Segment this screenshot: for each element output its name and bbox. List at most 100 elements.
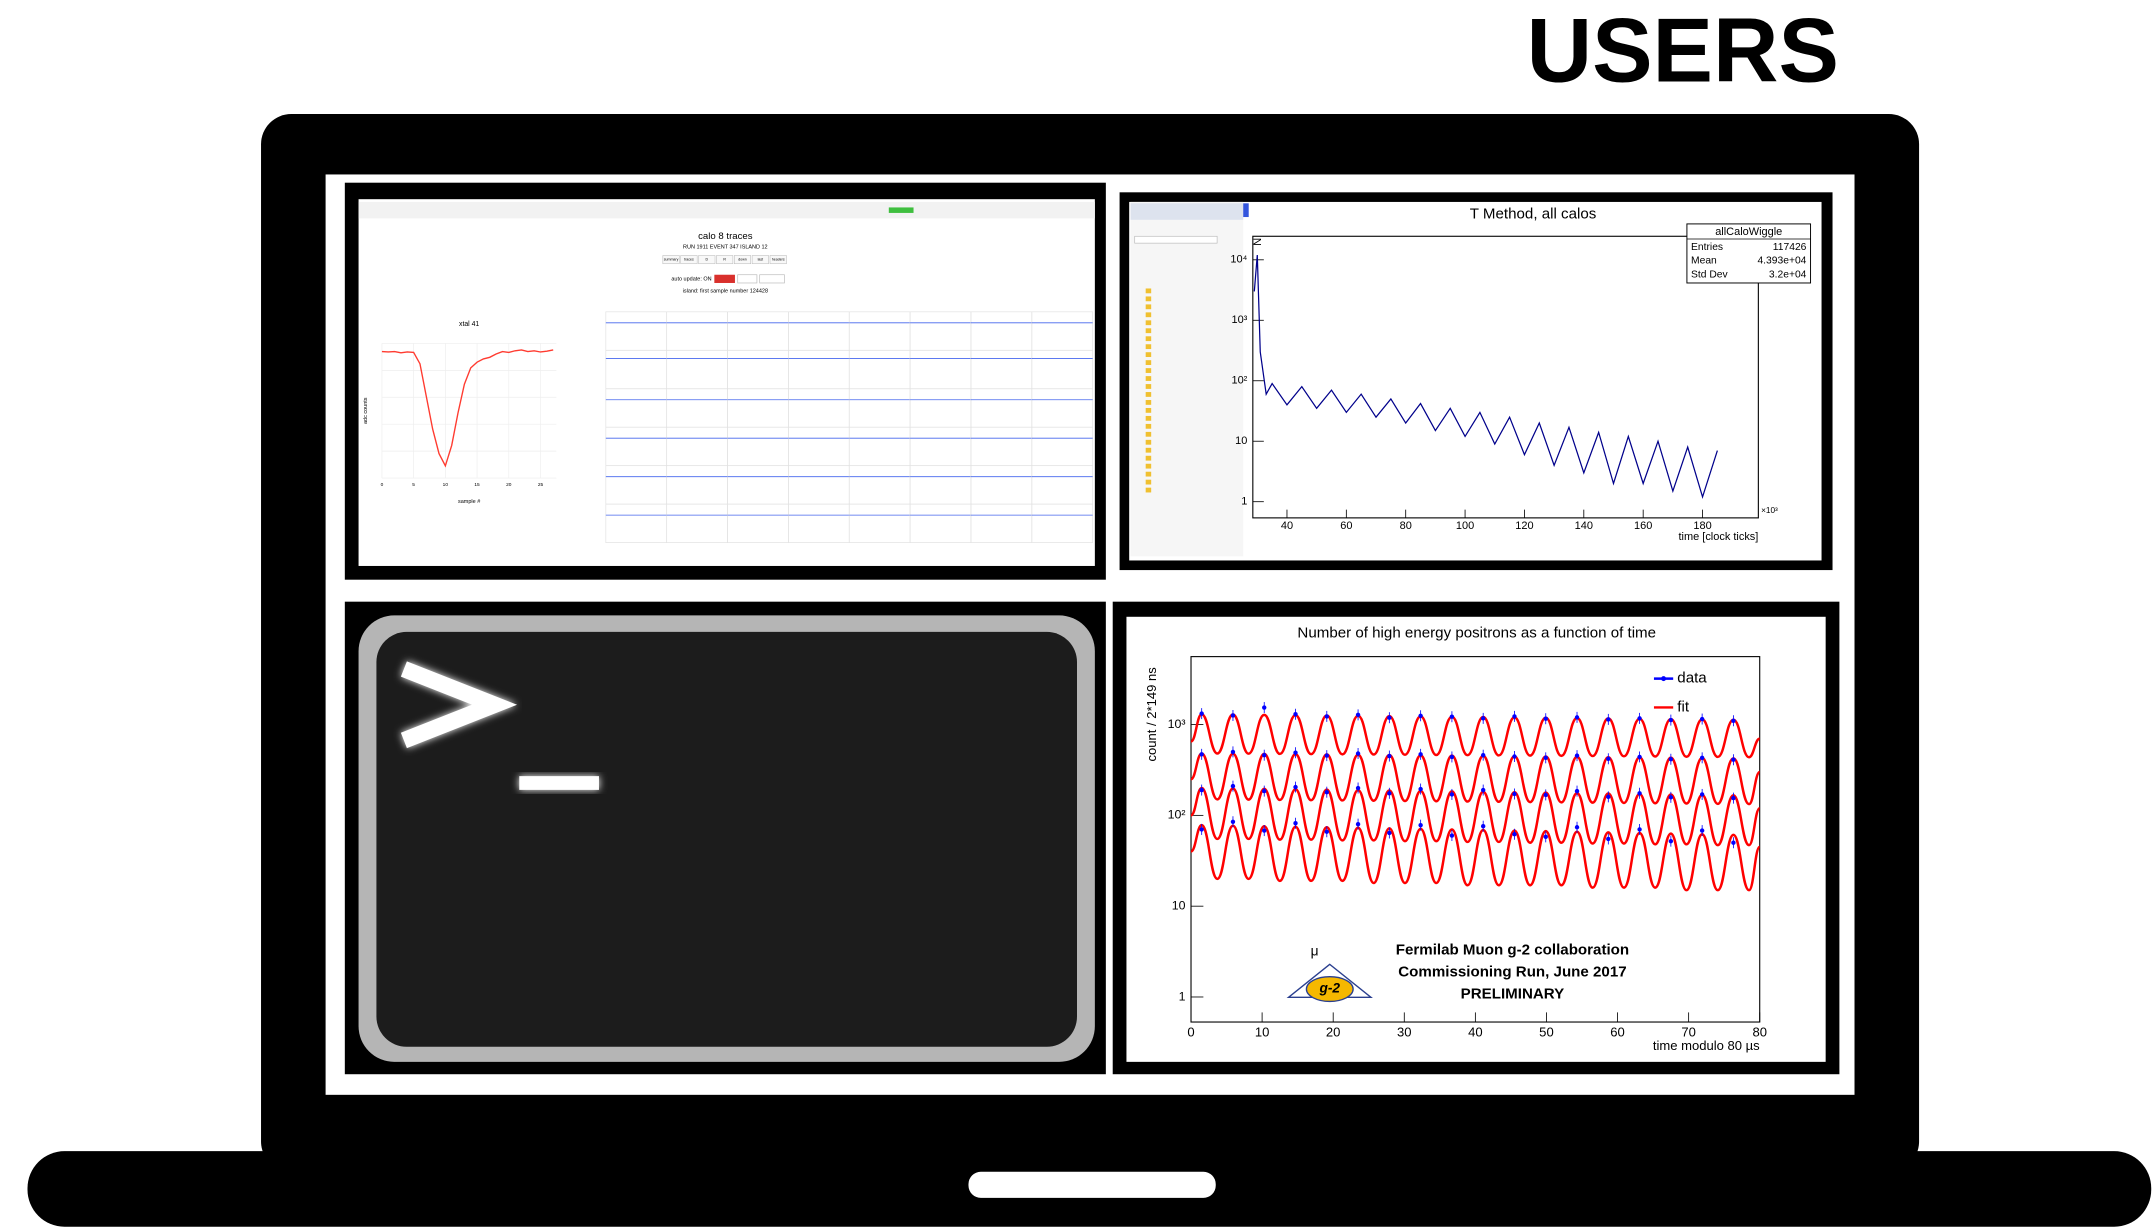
data-point — [1731, 719, 1735, 723]
x-axis-label: sample # — [458, 499, 481, 505]
x-tick-label: 120 — [1515, 520, 1533, 532]
folder-icon — [1146, 304, 1151, 309]
folder-icon — [1146, 488, 1151, 493]
folder-icon — [1146, 440, 1151, 445]
folder-icon — [1146, 456, 1151, 461]
select-box[interactable] — [760, 275, 785, 283]
data-point — [1544, 756, 1548, 760]
stats-title: allCaloWiggle — [1715, 226, 1782, 238]
x-multiplier: ×10³ — [1761, 506, 1778, 515]
data-point — [1606, 795, 1610, 799]
browser-tab — [1243, 203, 1248, 217]
data-point — [1481, 753, 1485, 757]
folder-icon — [1146, 432, 1151, 437]
data-point — [1199, 711, 1203, 715]
data-point — [1356, 713, 1360, 717]
run-info: RUN 1911 EVENT 347 ISLAND 12 — [683, 245, 768, 251]
data-point — [1199, 752, 1203, 756]
data-point — [1293, 821, 1297, 825]
x-tick-label: 60 — [1610, 1024, 1625, 1039]
folder-icon — [1146, 320, 1151, 325]
page: USERS calo 8 traces RUN 1911 EVENT 347 I… — [0, 0, 2154, 1230]
data-point — [1637, 716, 1641, 720]
data-point — [1637, 827, 1641, 831]
data-point — [1512, 832, 1516, 836]
folder-icon — [1146, 288, 1151, 293]
data-point — [1231, 784, 1235, 788]
folder-icon — [1146, 352, 1151, 357]
data-point — [1606, 717, 1610, 721]
data-point — [1418, 752, 1422, 756]
update-button[interactable] — [738, 275, 757, 283]
data-point — [1450, 715, 1454, 719]
data-point — [1575, 715, 1579, 719]
data-point — [1231, 713, 1235, 717]
stats-value: 3.2e+04 — [1769, 269, 1807, 280]
data-point — [1512, 792, 1516, 796]
data-point — [1262, 828, 1266, 832]
data-point — [1387, 716, 1391, 720]
data-point — [1293, 712, 1297, 716]
data-point — [1700, 828, 1704, 832]
x-tick-label: 15 — [474, 482, 480, 488]
stats-value: 4.393e+04 — [1757, 256, 1806, 267]
y-tick-label: 10³ — [1168, 717, 1186, 731]
data-point — [1325, 790, 1329, 794]
data-point — [1481, 824, 1485, 828]
data-point — [1418, 714, 1422, 718]
panel-event-display — [359, 199, 1095, 566]
data-point — [1356, 751, 1360, 755]
stats-name: Mean — [1691, 256, 1717, 267]
browser-input[interactable] — [1135, 236, 1217, 243]
legend-marker — [1661, 676, 1666, 681]
folder-icon — [1146, 424, 1151, 429]
x-tick-label: 20 — [506, 482, 512, 488]
chart-title: Number of high energy positrons as a fun… — [1297, 624, 1656, 641]
nav-button-label: last — [758, 258, 764, 262]
data-point — [1262, 789, 1266, 793]
folder-icon — [1146, 376, 1151, 381]
legend-label: data — [1677, 670, 1707, 687]
y-tick-label: 1 — [1241, 496, 1247, 508]
nav-button-label: headers — [772, 258, 785, 262]
stop-button[interactable] — [714, 275, 735, 283]
logo-mu: μ — [1311, 944, 1319, 959]
nav-button-label: down — [738, 258, 747, 262]
x-tick-label: 160 — [1634, 520, 1652, 532]
folder-icon — [1146, 344, 1151, 349]
folder-icon — [1146, 472, 1151, 477]
data-point — [1325, 714, 1329, 718]
folder-icon — [1146, 480, 1151, 485]
y-axis-label: count / 2*149 ns — [1144, 667, 1159, 762]
data-point — [1669, 718, 1673, 722]
data-point — [1450, 833, 1454, 837]
x-tick-label: 0 — [381, 482, 384, 488]
island-info: island: first sample number 124428 — [683, 289, 768, 295]
y-tick-label: 1 — [1179, 989, 1186, 1003]
y-axis-label: adc counts — [363, 397, 369, 424]
folder-icon — [1146, 392, 1151, 397]
folder-icon — [1146, 408, 1151, 413]
data-point — [1293, 785, 1297, 789]
data-point — [1544, 835, 1548, 839]
slide-title: USERS — [1527, 1, 1839, 102]
data-point — [1293, 750, 1297, 754]
folder-icon — [1146, 296, 1151, 301]
nav-bar — [359, 202, 1095, 218]
x-tick-label: 100 — [1456, 520, 1474, 532]
data-point — [1199, 788, 1203, 792]
stats-name: Entries — [1691, 242, 1723, 253]
annotation: Commissioning Run, June 2017 — [1398, 964, 1626, 981]
x-tick-label: 20 — [1326, 1024, 1341, 1039]
x-tick-label: 30 — [1397, 1024, 1412, 1039]
terminal-cursor-icon — [519, 776, 599, 790]
data-point — [1731, 841, 1735, 845]
data-point — [1418, 787, 1422, 791]
data-point — [1575, 789, 1579, 793]
x-tick-label: 10 — [1255, 1024, 1270, 1039]
folder-icon — [1146, 448, 1151, 453]
y-tick-label: 10³ — [1231, 314, 1247, 326]
annotation: Fermilab Muon g-2 collaboration — [1396, 942, 1629, 959]
x-tick-label: 25 — [538, 482, 544, 488]
x-tick-label: 5 — [412, 482, 415, 488]
